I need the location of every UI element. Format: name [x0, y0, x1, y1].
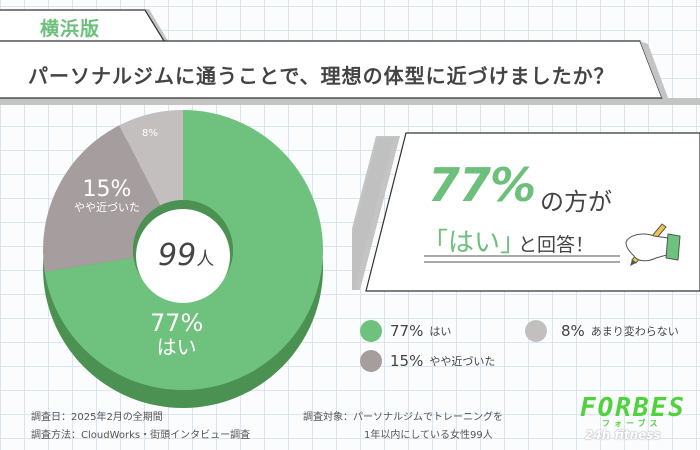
headline-quote: 「はい」	[422, 228, 527, 258]
survey-date: 調査日：2025年2月の全期間	[31, 412, 163, 423]
callout-box	[352, 132, 700, 292]
donut-hole	[136, 209, 230, 303]
respondent-count-unit: 人	[196, 249, 215, 270]
brand-logo-sub: 24h fitness	[585, 428, 661, 442]
slice-somewhat	[42, 125, 161, 272]
headline-answer: と回答！	[518, 234, 595, 256]
legend-item-somewhat: 15% やや近づいた	[360, 350, 495, 372]
donut-chart	[42, 110, 323, 408]
slice-not-much-label: 8%	[142, 128, 158, 139]
slice-somewhat-pct: 15%	[82, 177, 132, 202]
legend-label-somewhat: やや近づいた	[429, 355, 496, 368]
legend-item-not-much: 8% あまり変わらない	[525, 320, 679, 342]
headline-percent: 77%	[428, 158, 536, 212]
question-banner: パーソナルジムに通うことで、理想の体型に近づけましたか？	[0, 40, 700, 110]
legend-pct-somewhat: 15%	[390, 352, 424, 370]
legend-pct-yes: 77%	[390, 322, 424, 340]
legend-dot-yes	[360, 320, 382, 342]
slice-yes	[44, 110, 323, 390]
question-text: パーソナルジムに通うことで、理想の体型に近づけましたか？	[28, 64, 615, 88]
survey-method: 調査方法：CloudWorks・街頭インタビュー調査	[31, 430, 251, 441]
slice-yes-label: 77% はい	[150, 309, 204, 360]
survey-target-line1: 調査対象：パーソナルジムでトレーニングを	[303, 412, 503, 423]
region-label: 横浜版	[40, 18, 101, 40]
slice-somewhat-text: やや近づいた	[74, 201, 140, 215]
region-tab: 横浜版	[0, 9, 168, 42]
slice-yes-text: はい	[156, 335, 197, 360]
survey-target-line2: 1年以内にしている女性99人	[364, 430, 493, 441]
respondent-count-value: 99	[158, 238, 197, 273]
slice-somewhat-label: 15% やや近づいた	[74, 177, 140, 215]
legend-label-yes: はい	[429, 325, 452, 338]
legend-label-not-much: あまり変わらない	[590, 325, 679, 338]
tab-outline	[0, 9, 165, 42]
headline-suffix: の方が	[540, 188, 612, 216]
respondent-count: 99人	[158, 238, 214, 273]
legend-pct-not-much: 8%	[561, 322, 585, 340]
question-banner-shape	[0, 40, 670, 103]
legend-dot-not-much	[525, 320, 547, 342]
question-banner-shadow	[0, 98, 700, 105]
headline-underline	[424, 255, 620, 263]
hand-writing-icon	[625, 223, 681, 266]
brand-logo-kana: フォーブス	[602, 419, 662, 428]
legend-dot-somewhat	[360, 350, 382, 372]
legend-item-yes: 77% はい	[360, 320, 451, 342]
tab-body	[0, 9, 164, 41]
brand-logo: FORBES	[580, 393, 686, 423]
slice-yes-pct: 77%	[150, 309, 204, 337]
slice-not-much	[119, 110, 183, 206]
